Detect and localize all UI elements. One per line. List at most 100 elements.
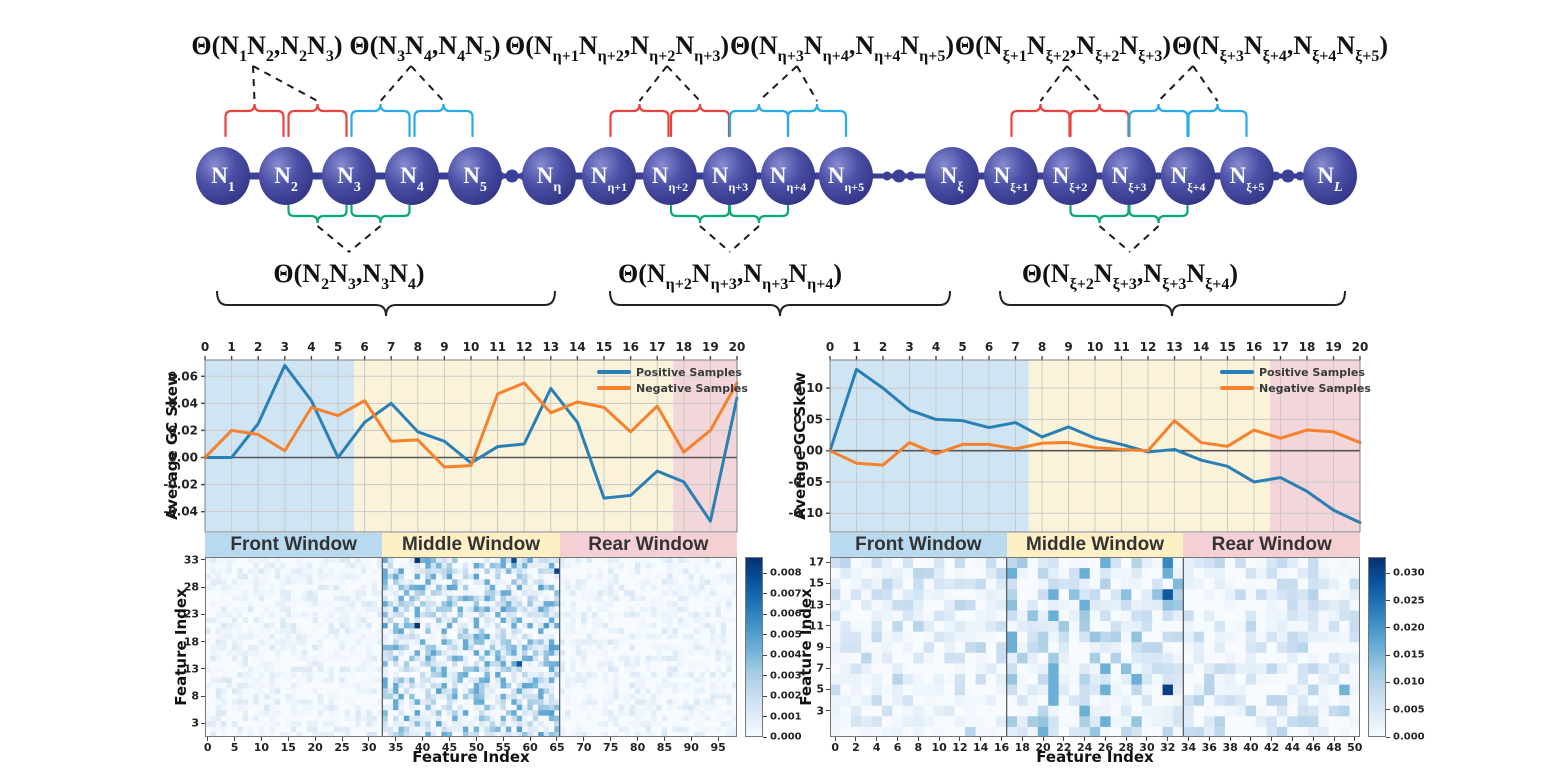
legend-label: Negative Samples [636,382,748,395]
series-line [828,419,1362,467]
heat-x-tick-label: 20 [307,741,323,754]
window-underbrace [999,290,1346,317]
x-tick-label: 5 [958,340,966,354]
heat-x-tick-label: 28 [1118,741,1134,754]
colorbar-tick-label: 0.002 [770,690,802,702]
heat-x-tick-label: 16 [993,741,1010,754]
nucleotide-node [1043,147,1097,205]
heat-y-tick-mark [826,582,830,584]
heat-y-tick-mark [826,646,830,648]
x-tick-label: 3 [281,340,289,354]
heat-y-tick-mark [201,559,205,561]
heat-x-tick-label: 38 [1222,741,1238,754]
heat-y-tick-mark [201,586,205,588]
heat-x-tick-label: 0 [203,741,212,754]
heat-y-tick-label: 28 [183,580,199,594]
heat-x-tick-label: 85 [656,741,673,754]
upper-brace [786,103,848,138]
x-tick-label: 7 [387,340,395,354]
heat-x-tick-label: 22 [1056,741,1072,754]
theta-label: Θ(N2N3,N3N4) [273,259,424,293]
heat-y-tick-label: 13 [808,598,824,612]
colorbar-tick-label: 0.015 [1393,649,1425,661]
x-tick-label: 1 [852,340,860,354]
heat-x-tick-mark [1084,737,1086,741]
heat-x-tick-mark [1000,737,1002,741]
heat-x-tick-label: 55 [495,741,511,754]
heat-x-tick-label: 50 [1347,741,1363,754]
node-label: Nξ+5 [1230,163,1265,194]
heat-y-tick-label: 3 [816,704,824,718]
heat-x-tick-mark [938,737,940,741]
dashed-link [666,65,701,102]
heat-x-tick-label: 30 [361,741,377,754]
dashed-link [1098,225,1131,253]
sequence-diagram: N1 N2 N3 N4 N5 Nη Nη+1 Nη+2 Nη+3 Nη+4 Nη+5 Nξ Nξ+1 Nξ… [191,31,1388,317]
window-band-left: Front Window Middle Window Rear Window [205,533,737,557]
x-tick-label: 8 [414,340,422,354]
upper-brace [1128,103,1189,138]
colorbar-tick-mark [1386,736,1390,738]
legend: Positive Samples Negative Samples [597,366,748,395]
heat-x-tick-mark [1021,737,1023,741]
nucleotide-node [259,147,313,205]
heat-x-tick-mark [1125,737,1127,741]
line-chart-left: 0 1 2 3 4 5 6 7 8 9 10 11 12 13 14 15 16 17 18 19 200.060.04… [163,340,748,533]
heat-x-tick-mark [475,737,477,741]
heat-x-tick-mark [583,737,585,741]
colorbar-tick-label: 0.000 [770,731,802,743]
x-tick-label: 2 [254,340,262,354]
nucleotide-node [1102,147,1156,205]
x-tick-label: 15 [596,340,613,354]
heat-x-tick-label: 35 [388,741,404,754]
colorbar-tick-label: 0.010 [1393,676,1425,688]
dashed-link [729,225,760,253]
dashed-link [410,65,445,102]
heat-x-tick-label: 40 [414,741,431,754]
legend: Positive Samples Negative Samples [1220,366,1371,395]
node-label: Nξ [941,163,965,195]
y-tick-label: -0.05 [788,475,823,489]
x-tick-label: 12 [1140,340,1157,354]
heat-y-tick-label: 5 [816,682,824,696]
heat-x-tick-label: 75 [603,741,619,754]
colorbar-tick-mark [1386,681,1390,683]
heat-y-tick-label: 15 [808,576,824,590]
y-tick-label: 0.00 [168,451,198,465]
ellipsis-dot [1281,169,1295,183]
theta-label: Θ(Nξ+3Nξ+4,Nξ+4Nξ+5) [1172,31,1388,65]
heat-y-tick-label: 8 [191,689,199,703]
colorbar-tick-mark [1386,654,1390,656]
heat-x-tick-label: 15 [280,741,296,754]
x-tick-label: 4 [307,340,315,354]
dashed-link [1066,65,1101,102]
colorbar-tick-mark [1386,572,1390,574]
colorbar-tick-label: 0.025 [1393,595,1425,607]
heat-y-tick-label: 18 [183,635,199,649]
heat-x-tick-mark [449,737,450,741]
node-label: Nη+1 [591,163,627,194]
heat-x-tick-mark [897,737,899,741]
x-tick-label: 6 [360,340,368,354]
x-tick-label: 9 [440,340,448,354]
heatmap-left [205,557,737,737]
heat-x-tick-label: 20 [1035,741,1051,754]
x-tick-label: 11 [489,340,506,354]
x-tick-label: 14 [569,340,586,354]
upper-brace [287,103,348,138]
lower-brace [669,204,731,224]
heat-x-tick-label: 4 [872,741,881,754]
node-label: Nξ+3 [1112,163,1147,194]
x-tick-label: 14 [1193,340,1210,354]
x-tick-label: 12 [516,340,533,354]
theta-label: Θ(Nη+2Nη+3,Nη+3Nη+4) [618,259,842,293]
theta-label: Θ(Nη+3Nη+4,Nη+4Nη+5) [730,31,954,65]
heat-x-tick-mark [637,737,639,741]
heat-x-tick-mark [717,737,719,741]
colorbar-tick-label: 0.007 [770,588,802,600]
node-label: Nξ+4 [1171,163,1206,194]
heat-x-tick-label: 8 [914,741,923,754]
upper-brace [1187,103,1248,138]
heat-y-tick-label: 17 [808,555,824,569]
nucleotide-node [522,147,576,205]
